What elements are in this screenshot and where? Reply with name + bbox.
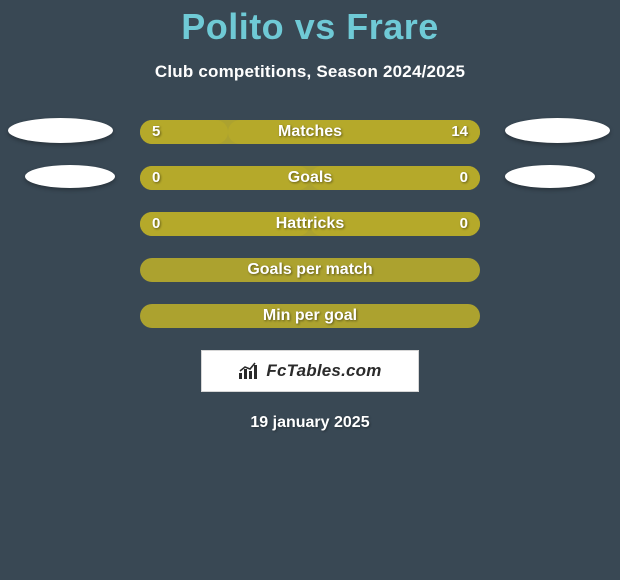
stat-label: Goals per match [140, 258, 480, 282]
stats-chart: 514Matches 00Goals 00Hattricks Goals per ma… [0, 120, 620, 328]
player2-image-placeholder [505, 165, 595, 188]
brand-text: FcTables.com [266, 361, 381, 381]
stat-row: Min per goal [140, 304, 480, 328]
player1-image-placeholder [25, 165, 115, 188]
vs-text: vs [295, 6, 336, 47]
season-subtitle: Club competitions, Season 2024/2025 [0, 62, 620, 82]
snapshot-date: 19 january 2025 [0, 414, 620, 432]
stat-label: Goals [140, 166, 480, 190]
stat-label: Min per goal [140, 304, 480, 328]
stat-row: Goals per match [140, 258, 480, 282]
comparison-title: Polito vs Frare [0, 0, 620, 48]
player1-name: Polito [181, 6, 284, 47]
player2-name: Frare [346, 6, 439, 47]
stat-label: Matches [140, 120, 480, 144]
player1-image-placeholder [8, 118, 113, 143]
stat-row: 00Hattricks [140, 212, 480, 236]
stat-row: 00Goals [140, 166, 480, 190]
bar-chart-icon [238, 362, 260, 380]
stat-row: 514Matches [140, 120, 480, 144]
stat-label: Hattricks [140, 212, 480, 236]
player2-image-placeholder [505, 118, 610, 143]
brand-badge[interactable]: FcTables.com [201, 350, 419, 392]
